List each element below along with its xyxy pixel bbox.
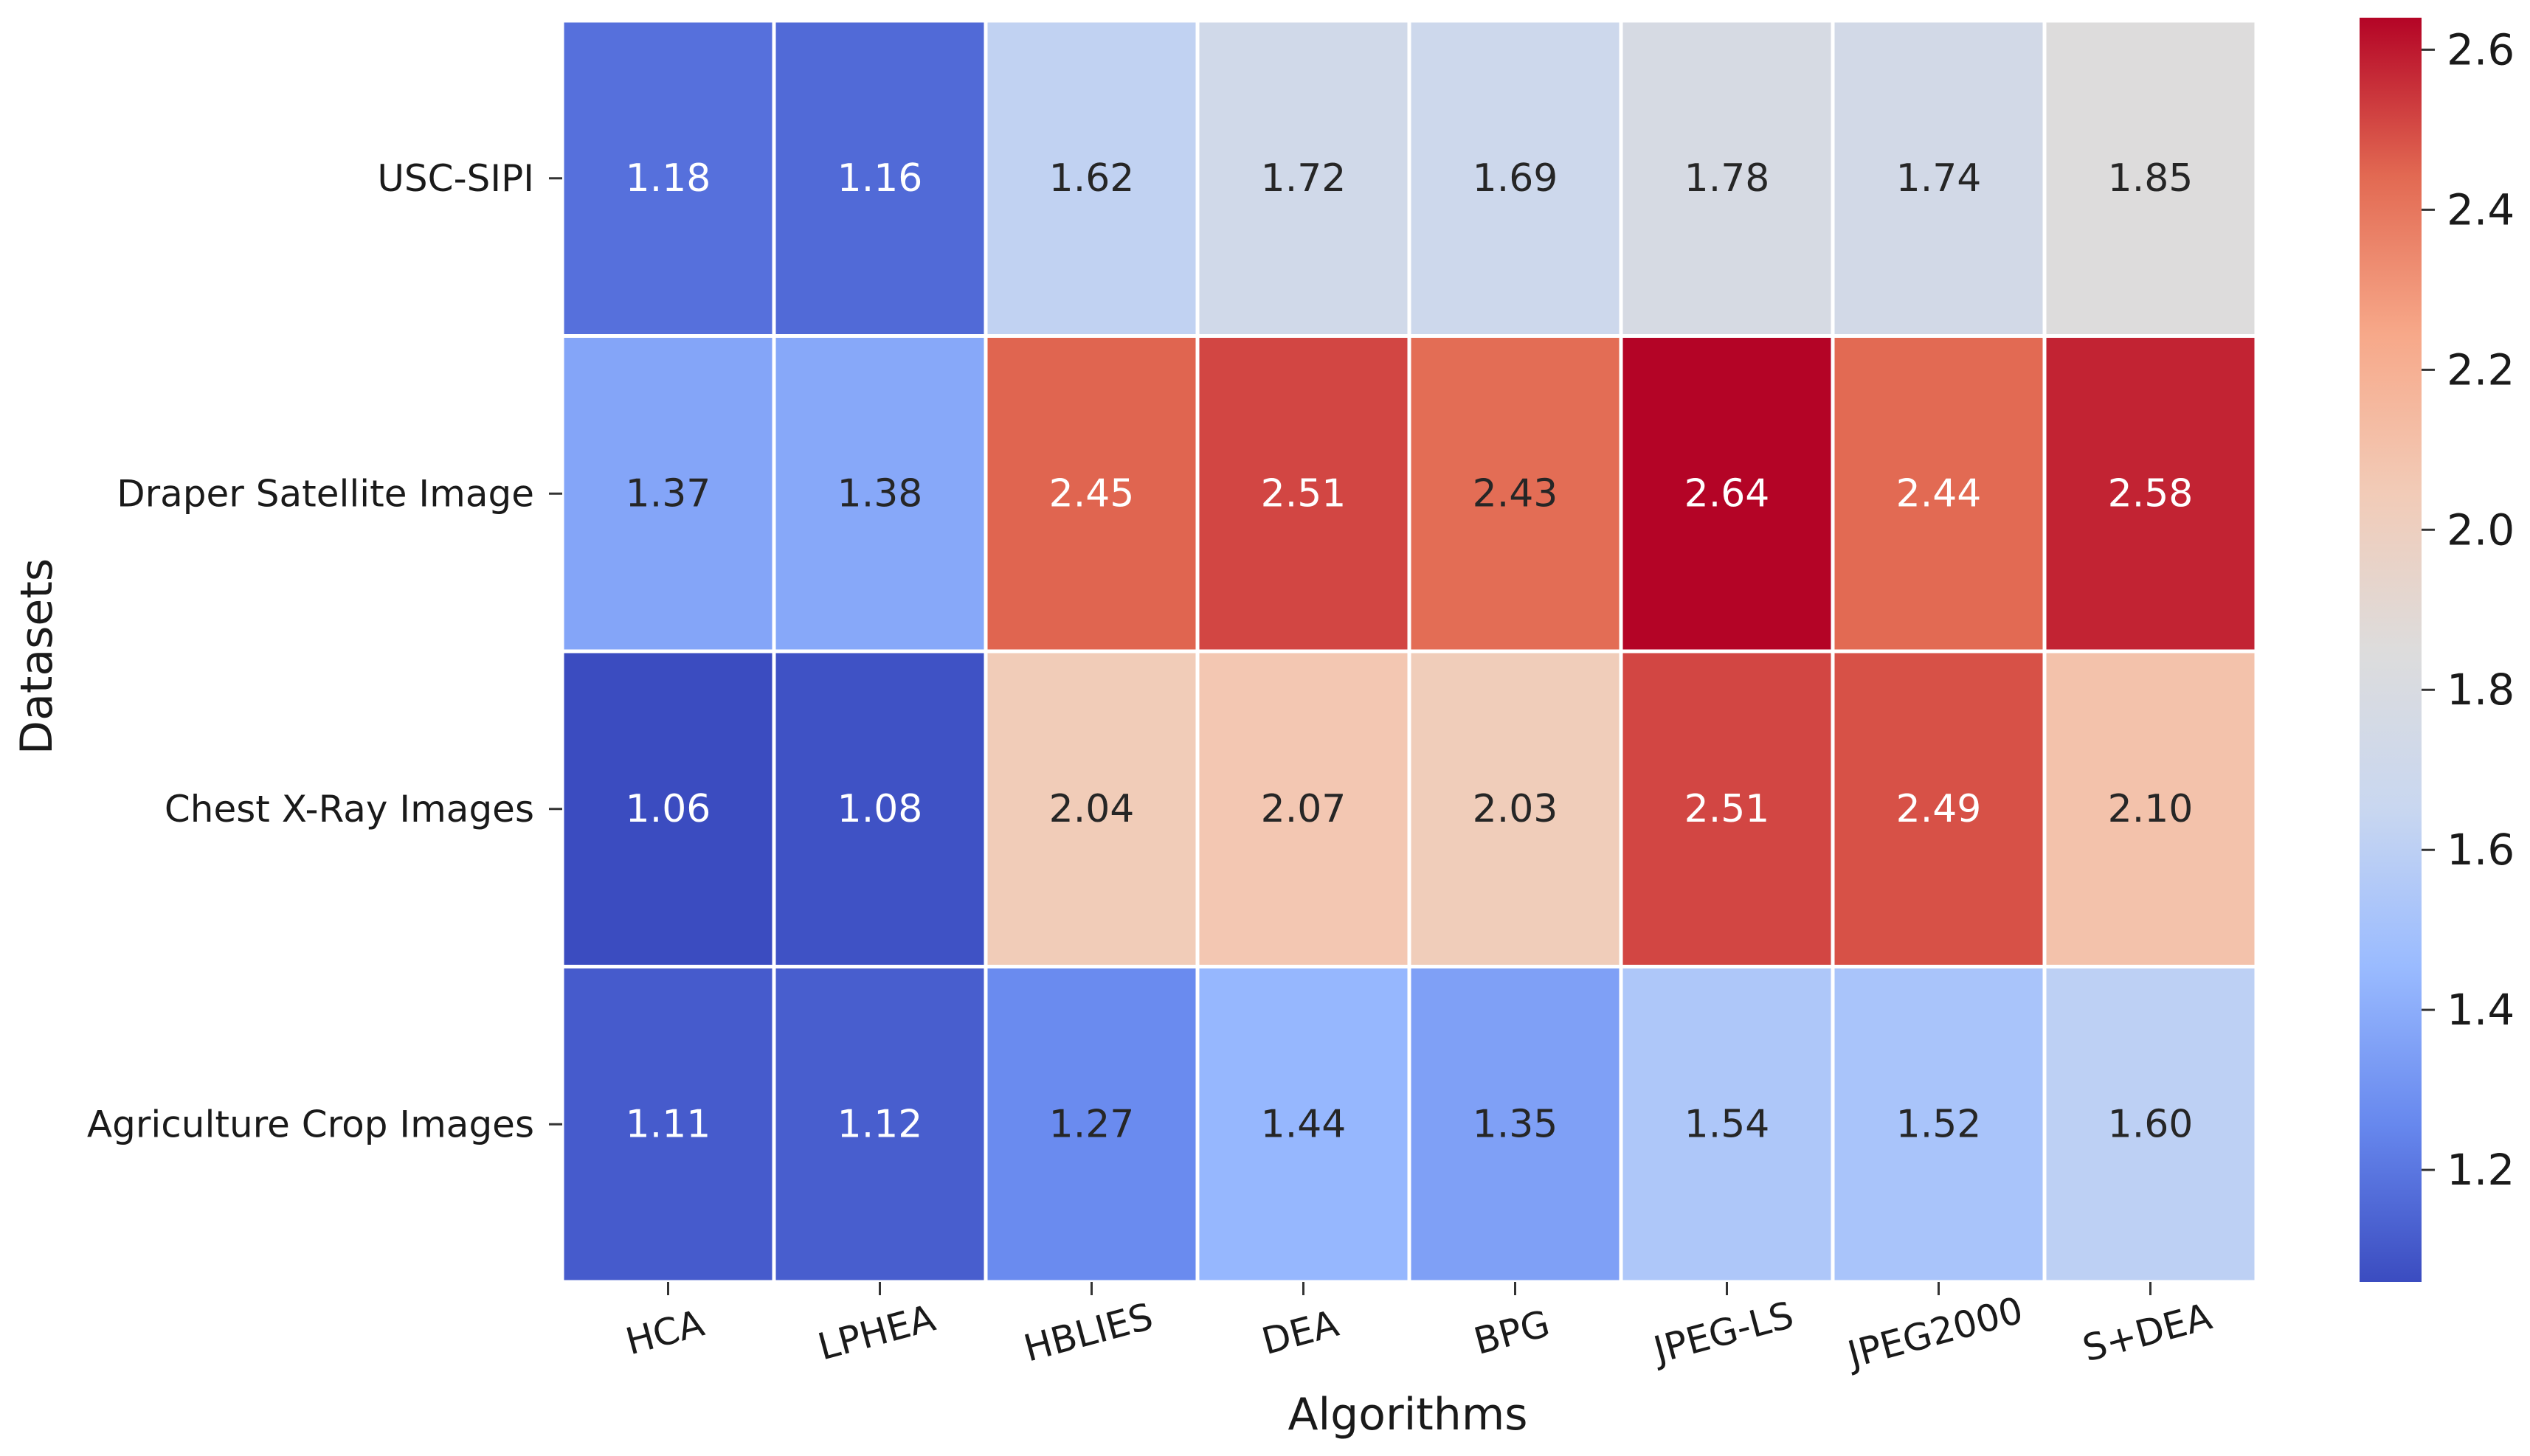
cell-value-label: 1.72	[1261, 156, 1347, 201]
heatmap-cell	[984, 965, 1200, 1284]
cell-value-label: 1.37	[626, 471, 711, 516]
x-axis: HCA LPHEA HBLIES DEA BPG JPEG-LS JPEG2000 S+DEA	[621, 1282, 2216, 1377]
y-axis: USC-SIPI Draper Satellite Image Chest X-Ra…	[87, 157, 562, 1145]
x-tick-label: LPHEA	[814, 1297, 940, 1369]
cell-value-label: 1.60	[2108, 1102, 2194, 1146]
x-tick-label: DEA	[1257, 1302, 1343, 1363]
x-tick-label: S+DEA	[2078, 1295, 2216, 1370]
cell-value-label: 1.38	[837, 471, 923, 516]
heatmap-cell	[1619, 649, 1835, 968]
x-tick-label: JPEG2000	[1842, 1289, 2028, 1377]
heatmap-cell	[2042, 649, 2258, 968]
heatmap-cell	[1195, 334, 1411, 654]
cell-value-label: 1.54	[1684, 1102, 1770, 1146]
cell-value-label: 2.64	[1684, 471, 1770, 516]
colorbar-tick-label: 1.6	[2447, 825, 2515, 875]
x-tick-label: JPEG-LS	[1648, 1294, 1798, 1373]
cell-value-label: 2.51	[1684, 787, 1770, 831]
heatmap-cell	[1195, 965, 1411, 1284]
y-axis-title: Datasets	[11, 558, 63, 755]
cell-value-label: 2.43	[1473, 471, 1558, 516]
heatmap-cell	[1619, 18, 1835, 338]
cell-annotations: 1.18 1.16 1.62 1.72 1.69 1.78 1.74 1.85 1.37 1.38…	[626, 156, 2194, 1147]
colorbar: 1.2 1.4 1.6 1.8 2.0 2.2 2.4 2.6	[2360, 18, 2515, 1282]
colorbar-tick-label: 1.2	[2447, 1145, 2515, 1195]
cell-value-label: 1.06	[626, 787, 711, 831]
y-tick-label: Agriculture Crop Images	[87, 1103, 534, 1145]
x-axis-title: Algorithms	[1288, 1389, 1527, 1441]
heatmap-cell	[772, 649, 988, 968]
cell-value-label: 1.74	[1896, 156, 1982, 201]
heatmap-cell	[1195, 649, 1411, 968]
colorbar-tick-label: 2.4	[2447, 184, 2515, 235]
x-tick-label: HBLIES	[1020, 1295, 1158, 1370]
heatmap-cell	[1407, 965, 1623, 1284]
heatmap-cell	[1195, 18, 1411, 338]
cell-value-label: 1.44	[1261, 1102, 1347, 1146]
heatmap-cell	[772, 334, 988, 654]
colorbar-gradient	[2360, 18, 2422, 1282]
heatmap-cell	[2042, 18, 2258, 338]
heatmap-cells	[560, 18, 2258, 1284]
x-tick-label: BPG	[1470, 1302, 1555, 1363]
heatmap-cell	[1831, 649, 2047, 968]
y-tick-label: USC-SIPI	[377, 157, 534, 200]
heatmap-cell	[984, 18, 1200, 338]
colorbar-tick-label: 2.0	[2447, 505, 2515, 555]
cell-value-label: 2.45	[1049, 471, 1135, 516]
heatmap-cell	[1407, 649, 1623, 968]
x-tick-label: HCA	[621, 1302, 708, 1364]
cell-value-label: 2.03	[1473, 787, 1558, 831]
heatmap-cell	[772, 18, 988, 338]
colorbar-tick-label: 2.2	[2447, 344, 2515, 395]
colorbar-tick-label: 1.8	[2447, 665, 2515, 715]
cell-value-label: 1.16	[837, 156, 923, 201]
cell-value-label: 1.11	[626, 1102, 711, 1146]
colorbar-tick-label: 2.6	[2447, 24, 2515, 74]
cell-value-label: 2.44	[1896, 471, 1982, 516]
heatmap-cell	[1831, 965, 2047, 1284]
cell-value-label: 1.62	[1049, 156, 1135, 201]
heatmap-cell	[560, 965, 776, 1284]
cell-value-label: 1.18	[626, 156, 711, 201]
cell-value-label: 1.78	[1684, 156, 1770, 201]
cell-value-label: 1.08	[837, 787, 923, 831]
heatmap-cell	[2042, 334, 2258, 654]
cell-value-label: 1.69	[1473, 156, 1558, 201]
cell-value-label: 2.10	[2108, 787, 2194, 831]
cell-value-label: 2.58	[2108, 471, 2194, 516]
heatmap-cell	[560, 18, 776, 338]
cell-value-label: 1.85	[2108, 156, 2194, 201]
y-tick-label: Draper Satellite Image	[117, 472, 534, 515]
cell-value-label: 1.27	[1049, 1102, 1135, 1146]
cell-value-label: 2.51	[1261, 471, 1347, 516]
cell-value-label: 1.52	[1896, 1102, 1982, 1146]
cell-value-label: 1.12	[837, 1102, 923, 1146]
y-tick-label: Chest X-Ray Images	[165, 788, 534, 831]
cell-value-label: 1.35	[1473, 1102, 1558, 1146]
heatmap-cell	[1619, 334, 1835, 654]
cell-value-label: 2.04	[1049, 787, 1135, 831]
heatmap-cell	[984, 649, 1200, 968]
cell-value-label: 2.07	[1261, 787, 1347, 831]
colorbar-tick-label: 1.4	[2447, 985, 2515, 1035]
cell-value-label: 2.49	[1896, 787, 1982, 831]
